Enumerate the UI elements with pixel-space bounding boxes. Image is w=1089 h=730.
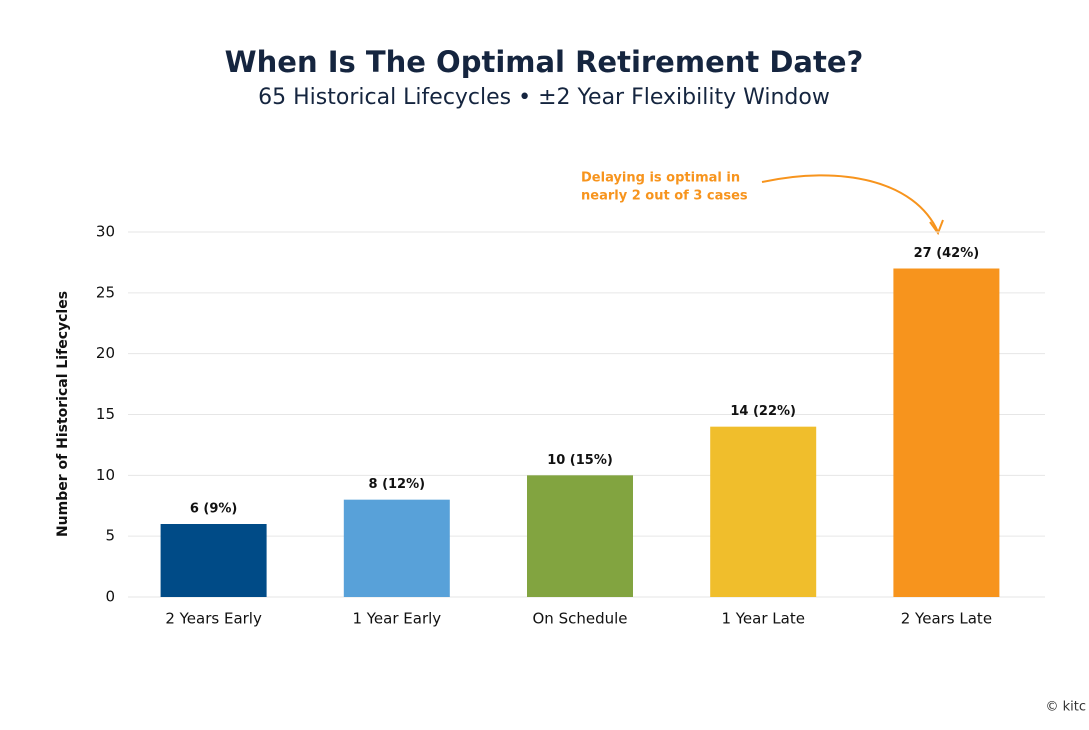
value-label: 6 (9%) (190, 502, 238, 517)
y-tick-label: 15 (96, 405, 115, 423)
x-tick-label: 2 Years Late (901, 610, 992, 628)
value-label: 14 (22%) (730, 404, 796, 419)
y-tick-label: 20 (96, 344, 115, 362)
x-tick-label: 2 Years Early (165, 610, 262, 628)
y-tick-label: 25 (96, 283, 115, 301)
annotation-arrow (761, 174, 939, 233)
y-tick-label: 5 (105, 527, 115, 545)
y-tick-label: 0 (105, 588, 115, 606)
y-tick-label: 10 (96, 466, 115, 484)
chart-subtitle: 65 Historical Lifecycles • ±2 Year Flexi… (258, 85, 830, 110)
value-label: 8 (12%) (369, 477, 426, 492)
annotation-arrowhead (929, 219, 944, 236)
chart-title: When Is The Optimal Retirement Date? (225, 45, 864, 79)
x-tick-label: 1 Year Late (721, 610, 805, 628)
bar (343, 499, 450, 597)
bar (893, 268, 1000, 597)
bar (527, 475, 633, 597)
bar (710, 426, 817, 597)
y-tick-label: 30 (96, 223, 115, 241)
x-tick-label: On Schedule (532, 610, 627, 628)
value-label: 27 (42%) (914, 246, 980, 261)
bar (160, 524, 267, 597)
value-label: 10 (15%) (547, 453, 613, 468)
annotation: nearly 2 out of 3 cases (581, 189, 748, 204)
credit: © kitc (1045, 700, 1086, 715)
annotation: Delaying is optimal in (581, 171, 740, 186)
y-axis-label: Number of Historical Lifecycles (55, 291, 71, 537)
x-tick-label: 1 Year Early (352, 610, 441, 628)
